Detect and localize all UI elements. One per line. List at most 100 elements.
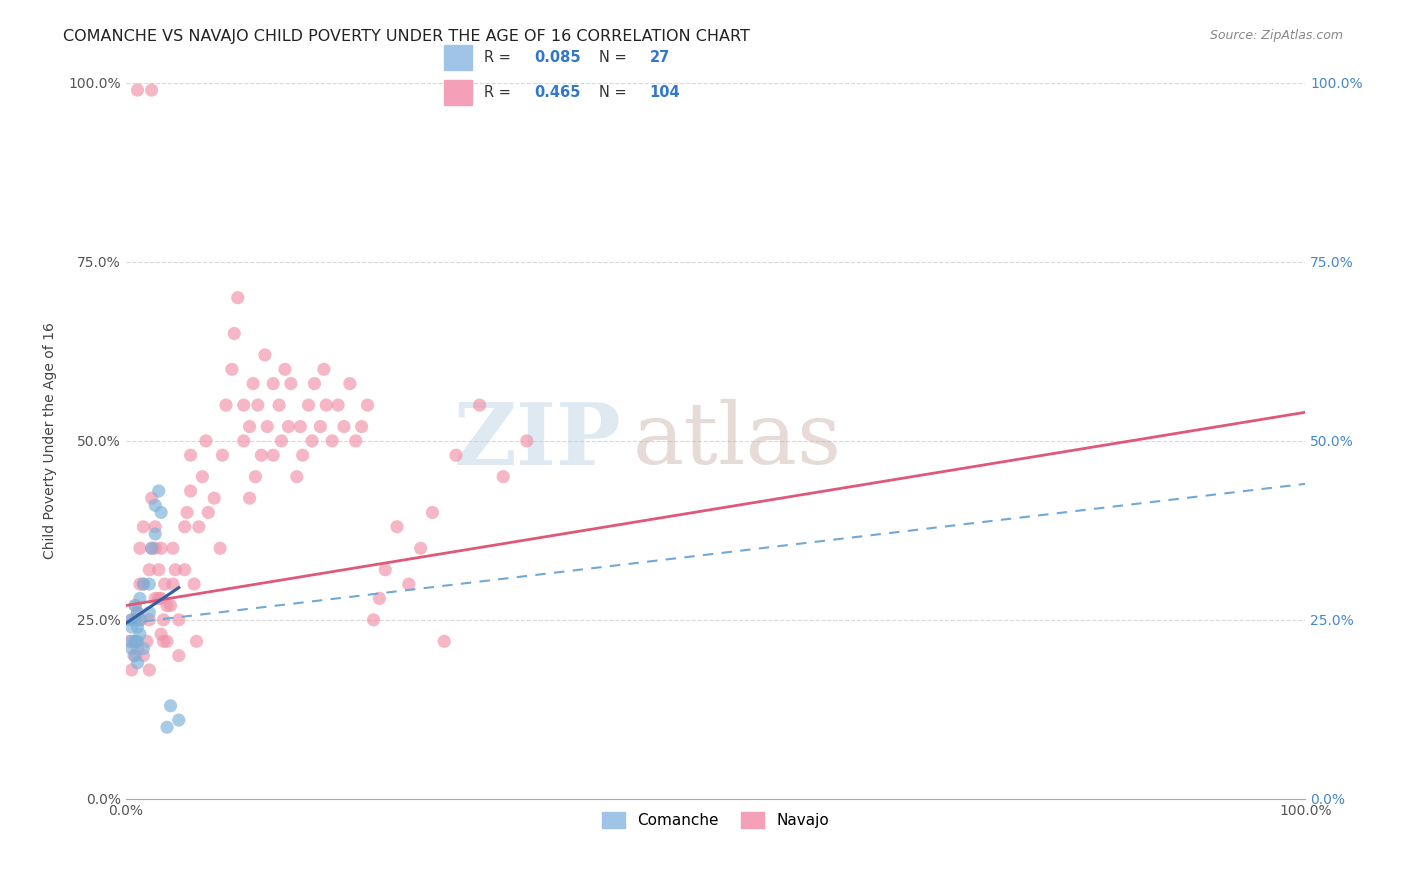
Point [270,434,292,448]
Point [121,613,143,627]
Point [285,469,308,483]
Text: 27: 27 [650,50,669,65]
Point [422,506,444,520]
Point [246,398,269,412]
Point [150,506,173,520]
Point [242,376,264,391]
Point [124,648,146,663]
Point [297,398,319,412]
Point [191,469,214,483]
Point [468,398,491,412]
Point [148,563,170,577]
Text: 0.465: 0.465 [534,85,581,100]
Point [148,591,170,606]
Point [159,698,181,713]
Point [221,362,243,376]
Point [173,563,195,577]
Point [121,613,143,627]
Point [152,634,174,648]
Point [344,434,367,448]
Point [350,419,373,434]
Point [138,563,160,577]
Point [150,591,173,606]
Point [197,506,219,520]
Point [127,641,149,656]
Point [152,613,174,627]
Point [162,541,184,556]
Point [267,398,290,412]
Text: Source: ZipAtlas.com: Source: ZipAtlas.com [1209,29,1343,43]
Point [128,591,150,606]
Point [173,520,195,534]
Point [224,326,246,341]
Point [136,634,159,648]
Point [304,376,326,391]
Point [121,620,143,634]
Text: N =: N = [599,85,631,100]
Point [150,627,173,641]
Point [167,613,190,627]
Point [121,663,143,677]
Point [150,541,173,556]
Point [186,634,208,648]
Point [180,483,202,498]
Point [162,577,184,591]
Text: atlas: atlas [633,400,842,483]
Point [128,541,150,556]
Point [141,491,163,505]
Point [128,577,150,591]
Point [132,577,155,591]
Point [143,541,166,556]
Point [128,613,150,627]
Text: R =: R = [484,85,515,100]
Point [156,720,179,734]
Point [132,577,155,591]
Point [159,599,181,613]
Point [433,634,456,648]
Point [232,398,254,412]
Point [356,398,378,412]
Point [209,541,232,556]
Point [277,419,299,434]
Point [127,606,149,620]
Point [124,634,146,648]
Point [138,577,160,591]
Point [280,376,302,391]
Point [143,591,166,606]
Point [290,419,312,434]
Point [398,577,420,591]
Point [239,419,262,434]
Point [312,362,335,376]
Point [127,656,149,670]
Point [253,348,276,362]
Legend: Comanche, Navajo: Comanche, Navajo [596,806,835,834]
Point [374,563,396,577]
Point [167,648,190,663]
Point [368,591,391,606]
Point [138,606,160,620]
Point [180,448,202,462]
Point [143,498,166,512]
Point [262,376,284,391]
Point [333,419,356,434]
Point [232,434,254,448]
Point [385,520,408,534]
Point [256,419,278,434]
Point [291,448,314,462]
Point [165,563,187,577]
Point [124,634,146,648]
Point [211,448,233,462]
Text: N =: N = [599,50,631,65]
Point [194,434,217,448]
Point [127,606,149,620]
Point [516,434,538,448]
Point [141,541,163,556]
Point [409,541,432,556]
Point [176,506,198,520]
Text: 0.085: 0.085 [534,50,581,65]
Point [202,491,225,505]
Point [138,663,160,677]
Point [187,520,209,534]
Point [326,398,349,412]
Point [153,577,176,591]
